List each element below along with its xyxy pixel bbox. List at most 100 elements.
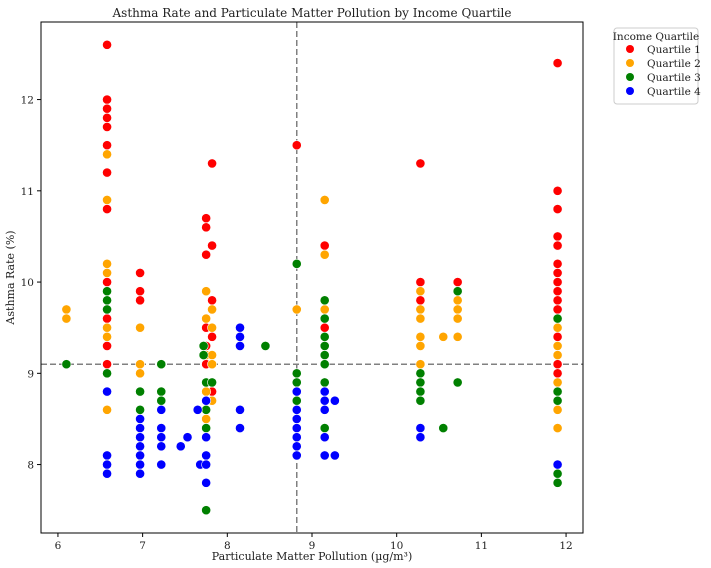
data-point-quartile-2 (552, 423, 563, 433)
data-point-quartile-4 (415, 432, 426, 443)
data-point-quartile-2 (552, 404, 563, 415)
data-point-quartile-4 (291, 450, 302, 461)
x-tick-label: 9 (309, 540, 316, 552)
data-point-quartile-3 (156, 359, 167, 370)
data-point-quartile-3 (319, 377, 330, 388)
data-point-quartile-4 (319, 432, 330, 443)
data-point-quartile-4 (102, 386, 112, 397)
data-point-quartile-4 (319, 395, 330, 406)
data-point-quartile-3 (102, 286, 112, 297)
data-point-quartile-2 (415, 331, 426, 342)
data-point-quartile-4 (235, 331, 245, 342)
data-point-quartile-3 (291, 368, 302, 379)
data-point-quartile-3 (415, 368, 426, 379)
data-point-quartile-3 (135, 386, 145, 397)
data-point-quartile-3 (260, 341, 271, 351)
data-point-quartile-1 (552, 304, 563, 315)
data-point-quartile-1 (415, 158, 426, 169)
legend-title: Income Quartile (613, 31, 699, 43)
data-point-quartile-4 (156, 423, 167, 433)
data-point-quartile-2 (452, 313, 463, 324)
data-point-quartile-1 (102, 204, 112, 214)
legend-box (613, 27, 699, 105)
data-point-quartile-3 (438, 423, 449, 433)
data-point-quartile-4 (135, 441, 145, 452)
data-point-quartile-1 (552, 368, 563, 379)
data-point-quartile-2 (201, 286, 212, 297)
data-point-quartile-4 (291, 414, 302, 424)
data-point-quartile-4 (135, 423, 145, 433)
plot-frame (40, 21, 584, 534)
data-point-quartile-1 (135, 295, 145, 306)
data-point-quartile-4 (201, 432, 212, 443)
legend-label-quartile-3: Quartile 3 (647, 72, 701, 84)
data-point-quartile-3 (319, 359, 330, 370)
data-point-quartile-3 (552, 477, 563, 488)
data-point-quartile-1 (102, 112, 112, 123)
x-tick-label: 7 (139, 540, 146, 552)
data-point-quartile-4 (135, 459, 145, 470)
data-point-quartile-2 (201, 414, 212, 424)
data-point-quartile-1 (552, 231, 563, 242)
data-point-quartile-1 (552, 268, 563, 278)
data-point-quartile-1 (319, 240, 330, 251)
data-point-quartile-1 (415, 277, 426, 287)
data-point-quartile-1 (319, 322, 330, 333)
y-tick-label: 10 (21, 277, 34, 289)
data-point-quartile-2 (452, 304, 463, 315)
data-point-quartile-4 (156, 404, 167, 415)
data-point-quartile-4 (182, 432, 193, 443)
data-point-quartile-2 (415, 304, 426, 315)
legend-marker-quartile-1 (626, 45, 634, 53)
data-point-quartile-3 (552, 313, 563, 324)
data-point-quartile-4 (291, 432, 302, 443)
data-point-quartile-1 (102, 122, 112, 132)
data-point-quartile-3 (201, 505, 212, 516)
data-point-quartile-3 (319, 350, 330, 360)
data-point-quartile-3 (198, 341, 209, 351)
y-tick-label: 12 (21, 95, 34, 107)
data-point-quartile-2 (319, 195, 330, 205)
data-point-quartile-4 (291, 386, 302, 397)
data-point-quartile-4 (102, 450, 112, 461)
legend-marker-quartile-2 (626, 59, 634, 67)
data-point-quartile-4 (329, 450, 340, 461)
data-point-quartile-3 (156, 395, 167, 406)
chart-title: Asthma Rate and Particulate Matter Pollu… (112, 6, 512, 20)
data-point-quartile-4 (156, 441, 167, 452)
data-point-quartile-1 (552, 277, 563, 287)
y-tick-label: 8 (27, 460, 34, 472)
data-point-quartile-4 (201, 450, 212, 461)
data-point-quartile-3 (552, 386, 563, 397)
data-point-quartile-3 (102, 295, 112, 306)
data-point-quartile-1 (552, 185, 563, 196)
data-point-quartile-3 (319, 295, 330, 306)
data-point-quartile-1 (207, 295, 217, 306)
data-point-quartile-1 (102, 313, 112, 324)
data-point-quartile-2 (319, 304, 330, 315)
data-point-quartile-2 (61, 313, 72, 324)
x-tick-label: 10 (390, 540, 403, 552)
data-point-quartile-3 (415, 377, 426, 388)
data-point-quartile-3 (207, 377, 217, 388)
data-point-quartile-3 (415, 386, 426, 397)
data-point-quartile-4 (135, 468, 145, 479)
data-point-quartile-3 (201, 404, 212, 415)
data-point-quartile-2 (102, 322, 112, 333)
data-point-quartile-3 (102, 368, 112, 379)
data-point-quartile-2 (61, 304, 72, 315)
data-point-quartile-4 (291, 441, 302, 452)
data-point-quartile-3 (102, 304, 112, 315)
data-point-quartile-3 (156, 386, 167, 397)
data-point-quartile-4 (319, 450, 330, 461)
data-point-quartile-4 (415, 423, 426, 433)
data-point-quartile-4 (235, 404, 245, 415)
y-tick-label: 9 (27, 368, 34, 380)
data-point-quartile-1 (102, 277, 112, 287)
data-point-quartile-1 (102, 103, 112, 114)
data-point-quartile-1 (102, 39, 112, 50)
data-point-quartile-2 (201, 386, 212, 397)
y-axis-label: Asthma Rate (%) (4, 230, 17, 325)
data-point-quartile-2 (415, 313, 426, 324)
